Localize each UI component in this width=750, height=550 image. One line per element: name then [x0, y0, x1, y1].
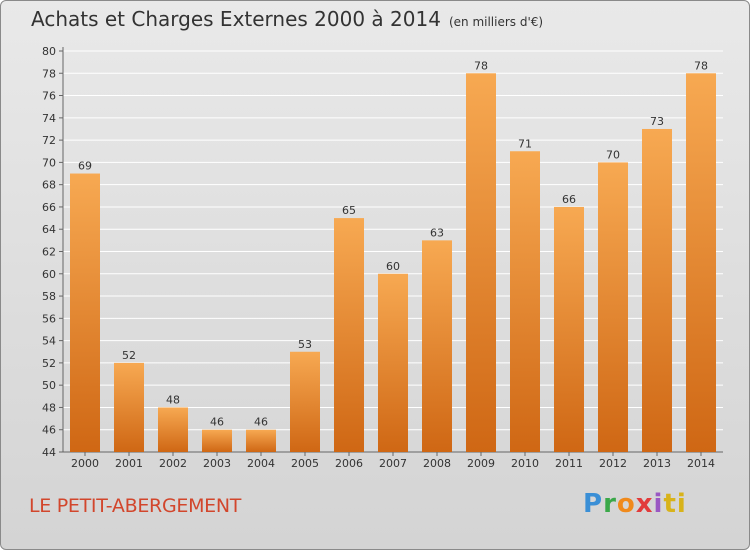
y-tick-label: 76	[42, 90, 56, 103]
y-tick-label: 56	[42, 312, 56, 325]
x-tick-label-2014: 2014	[687, 457, 715, 470]
x-tick-label-2008: 2008	[423, 457, 451, 470]
x-tick-label-2011: 2011	[555, 457, 583, 470]
y-tick-label: 70	[42, 156, 56, 169]
chart-title: Achats et Charges Externes 2000 à 2014	[31, 7, 441, 31]
data-label-2013: 73	[650, 115, 664, 128]
y-tick-label: 44	[42, 446, 56, 459]
x-tick-label-2001: 2001	[115, 457, 143, 470]
bar-2003	[202, 429, 232, 452]
data-label-2003: 46	[210, 416, 224, 429]
data-label-2005: 53	[298, 338, 312, 351]
y-tick-label: 64	[42, 223, 56, 236]
bar-2014	[686, 73, 716, 453]
y-tick-label: 78	[42, 67, 56, 80]
y-tick-label: 60	[42, 268, 56, 281]
data-label-2012: 70	[606, 148, 620, 161]
chart-title-block: Achats et Charges Externes 2000 à 2014 (e…	[31, 7, 543, 31]
data-label-2010: 71	[518, 137, 532, 150]
bar-2008	[422, 240, 452, 452]
bar-2004	[246, 429, 276, 452]
x-tick-label-2003: 2003	[203, 457, 231, 470]
bar-2002	[158, 407, 188, 452]
y-tick-label: 52	[42, 357, 56, 370]
data-label-2004: 46	[254, 416, 268, 429]
y-tick-label: 66	[42, 201, 56, 214]
y-tick-label: 74	[42, 112, 56, 125]
x-tick-label-2007: 2007	[379, 457, 407, 470]
x-tick-label-2013: 2013	[643, 457, 671, 470]
chart-unit: (en milliers d'€)	[448, 15, 544, 29]
y-tick-label: 62	[42, 246, 56, 259]
proxiti-logo: Proxiti	[583, 489, 687, 519]
x-tick-label-2004: 2004	[247, 457, 275, 470]
data-label-2002: 48	[166, 393, 180, 406]
bar-2012	[598, 162, 628, 452]
x-tick-label-2002: 2002	[159, 457, 187, 470]
y-tick-label: 54	[42, 335, 56, 348]
bar-2001	[114, 362, 144, 452]
bar-2010	[510, 151, 540, 452]
data-label-2001: 52	[122, 349, 136, 362]
x-tick-label-2009: 2009	[467, 457, 495, 470]
bars	[70, 73, 716, 453]
data-label-2000: 69	[78, 160, 92, 173]
y-tick-label: 58	[42, 290, 56, 303]
place-name: LE PETIT-ABERGEMENT	[29, 495, 242, 517]
y-tick-label: 48	[42, 401, 56, 414]
y-tick-label: 72	[42, 134, 56, 147]
x-tick-label-2012: 2012	[599, 457, 627, 470]
data-label-2006: 65	[342, 204, 356, 217]
bar-2007	[378, 273, 408, 452]
y-tick-label: 50	[42, 379, 56, 392]
data-label-2007: 60	[386, 260, 400, 273]
data-label-2009: 78	[474, 59, 488, 72]
bar-2009	[466, 73, 496, 453]
y-tick-label: 80	[42, 45, 56, 58]
x-tick-label-2005: 2005	[291, 457, 319, 470]
x-tick-label-2000: 2000	[71, 457, 99, 470]
bar-2005	[290, 351, 320, 452]
bar-2000	[70, 173, 100, 452]
x-tick-label-2006: 2006	[335, 457, 363, 470]
y-tick-label: 46	[42, 424, 56, 437]
bar-2013	[642, 128, 672, 452]
data-label-2011: 66	[562, 193, 576, 206]
bar-2006	[334, 218, 364, 452]
data-label-2014: 78	[694, 59, 708, 72]
y-tick-label: 68	[42, 179, 56, 192]
data-label-2008: 63	[430, 226, 444, 239]
bar-2011	[554, 206, 584, 452]
x-tick-label-2010: 2010	[511, 457, 539, 470]
labels: 44 46 48 50 52 54 56 58 60 62 64 66 68 70 72 74 76 78 80 69…	[42, 45, 715, 470]
